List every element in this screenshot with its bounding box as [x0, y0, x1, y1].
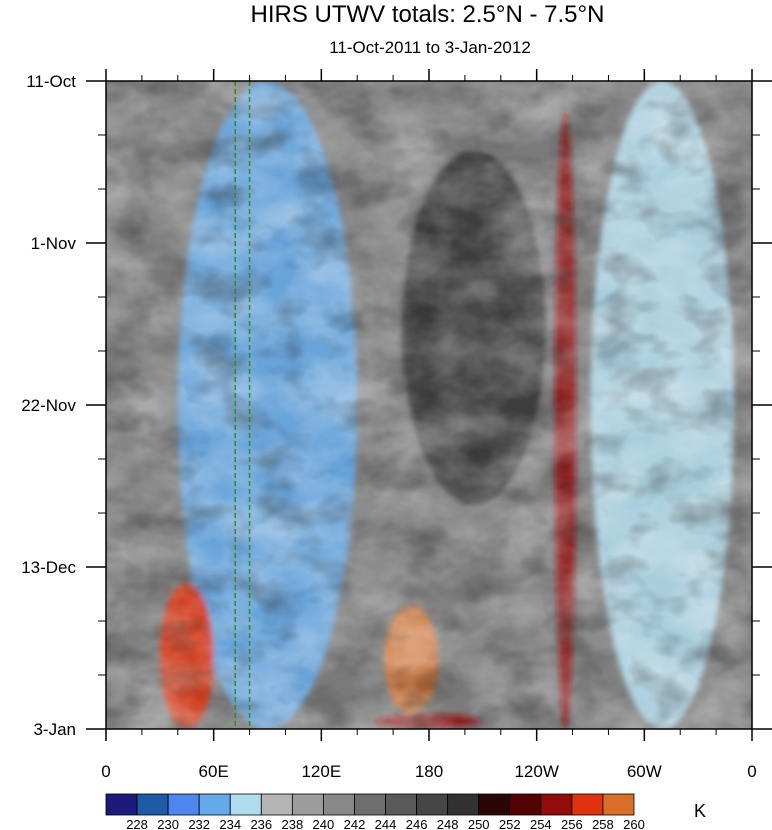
colorbar-tick-label: 230	[157, 817, 179, 830]
colorbar-swatch	[447, 793, 480, 816]
x-tick-label: 60E	[199, 762, 229, 781]
y-tick-label: 13-Dec	[21, 558, 76, 577]
colorbar-swatch	[478, 793, 511, 816]
colorbar-tick-label: 252	[499, 817, 521, 830]
colorbar: 228 230 232 234 236 238 240 242 244 246 248 250 252 2…	[105, 793, 645, 830]
colorbar-tick-label: 242	[344, 817, 366, 830]
colorbar-tick-label: 246	[406, 817, 428, 830]
colorbar-tick-label: 254	[530, 817, 552, 830]
colorbar-swatch	[323, 793, 355, 816]
y-tick-label: 1-Nov	[31, 234, 77, 253]
colorbar-tick-label: 250	[468, 817, 490, 830]
colorbar-swatch	[540, 793, 573, 816]
colorbar-swatch	[602, 793, 635, 816]
colorbar-tick-label: 232	[188, 817, 210, 830]
x-tick-label: 60W	[627, 762, 662, 781]
colorbar-tick-label: 236	[250, 817, 272, 830]
colorbar-swatch	[136, 793, 169, 816]
colorbar-tick-label: 256	[561, 817, 583, 830]
colorbar-swatch	[354, 793, 386, 816]
y-tick-label: 11-Oct	[26, 72, 76, 91]
colorbar-unit-label: K	[694, 801, 706, 821]
colorbar-swatch	[416, 793, 449, 816]
colorbar-swatch	[260, 793, 293, 816]
colorbar-swatch	[571, 793, 604, 816]
colorbar-tick-label: 234	[219, 817, 241, 830]
chart-subtitle: 11-Oct-2011 to 3-Jan-2012	[329, 38, 531, 57]
colorbar-tick-label: 240	[313, 817, 335, 830]
x-tick-label: 180	[415, 762, 443, 781]
x-tick-label: 0	[101, 762, 110, 781]
heatmap-texture-dark	[106, 81, 752, 729]
colorbar-tick-label: 260	[623, 817, 645, 830]
x-axis: 0 60E 120E 180 120W 60W 0	[101, 69, 757, 781]
y-tick-label: 3-Jan	[33, 720, 76, 739]
colorbar-tick-label: 248	[437, 817, 459, 830]
colorbar-swatch	[291, 793, 324, 816]
colorbar-swatch	[198, 793, 231, 816]
colorbar-swatch	[229, 793, 262, 816]
colorbar-swatch	[385, 793, 417, 816]
heatmap-area	[106, 81, 752, 729]
colorbar-tick-label: 228	[126, 817, 148, 830]
y-axis: 11-Oct 1-Nov 22-Nov 13-Dec 3-Jan	[21, 72, 772, 739]
colorbar-swatch	[167, 793, 200, 816]
x-tick-label: 120W	[514, 762, 558, 781]
x-tick-label: 120E	[301, 762, 341, 781]
colorbar-swatch	[509, 793, 542, 816]
colorbar-tick-label: 238	[282, 817, 304, 830]
colorbar-tick-label: 258	[592, 817, 614, 830]
chart-title: HIRS UTWV totals: 2.5°N - 7.5°N	[250, 1, 605, 28]
x-tick-label: 0	[747, 762, 756, 781]
y-tick-label: 22-Nov	[21, 396, 76, 415]
colorbar-tick-label: 244	[375, 817, 397, 830]
colorbar-swatch	[105, 793, 138, 816]
